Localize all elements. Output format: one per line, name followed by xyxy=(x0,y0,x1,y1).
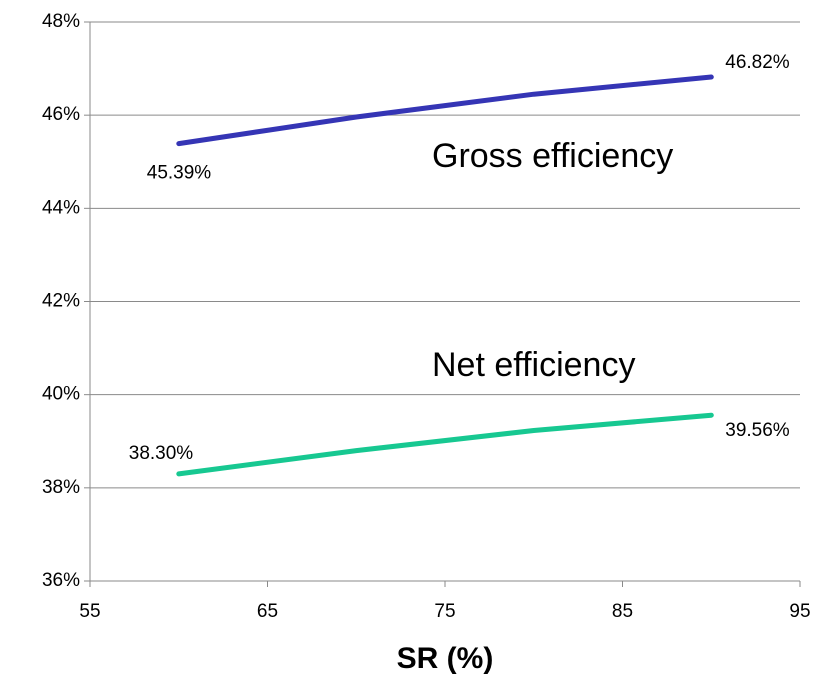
y-tick-label: 46% xyxy=(42,104,80,125)
data-label: 45.39% xyxy=(147,163,212,184)
y-tick-label: 40% xyxy=(42,384,80,405)
x-tick-label: 65 xyxy=(257,601,278,622)
line-series xyxy=(176,74,714,147)
series-annotation: Gross efficiency xyxy=(432,137,673,175)
line-series xyxy=(176,412,714,477)
y-tick-label: 38% xyxy=(42,477,80,498)
data-label: 38.30% xyxy=(129,443,194,464)
x-tick-label: 75 xyxy=(434,601,455,622)
y-tick-label: 44% xyxy=(42,197,80,218)
x-tick-label: 95 xyxy=(789,601,810,622)
y-tick-label: 42% xyxy=(42,291,80,312)
x-tick-label: 85 xyxy=(612,601,633,622)
y-tick-label: 36% xyxy=(42,570,80,591)
x-tick-label: 55 xyxy=(79,601,100,622)
x-axis-title: SR (%) xyxy=(397,642,494,675)
data-label: 46.82% xyxy=(725,52,790,73)
data-label: 39.56% xyxy=(725,420,790,441)
series-annotation: Net efficiency xyxy=(432,346,635,384)
y-tick-label: 48% xyxy=(42,11,80,32)
